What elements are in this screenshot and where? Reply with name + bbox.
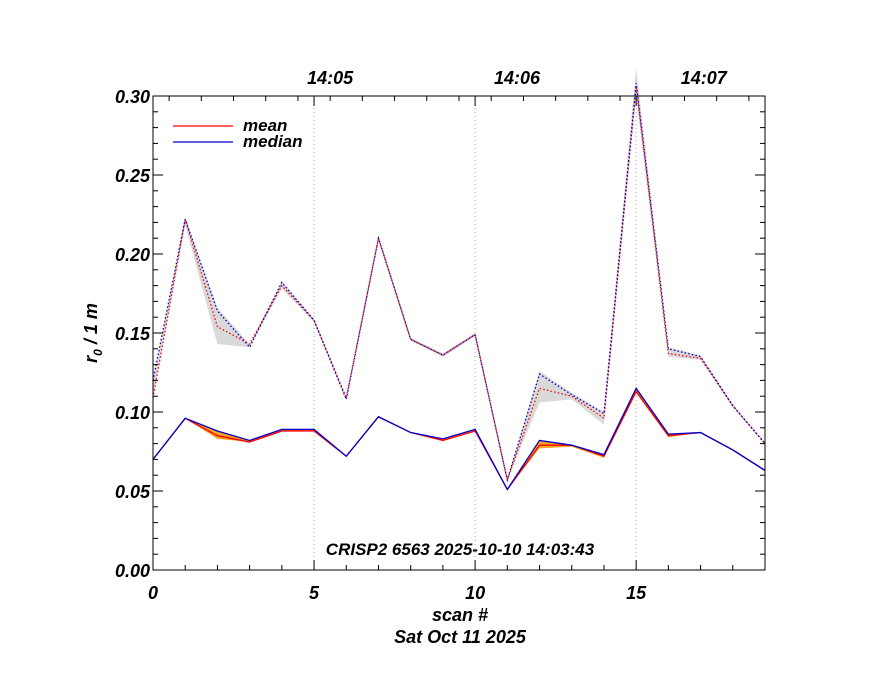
x-tick-label-0: 0: [148, 583, 158, 603]
y-axis-label-units: / 1 m: [81, 303, 101, 349]
x-tick-label-2: 10: [465, 583, 485, 603]
legend: mean median: [173, 116, 303, 151]
top-time-label-0: 14:05: [307, 68, 354, 88]
series-line-3: [152, 83, 766, 483]
y-tick-label-5: 0.25: [115, 166, 151, 186]
time-gridlines: [313, 96, 637, 570]
y-axis-label-subscript: 0: [91, 349, 105, 356]
plot-frame: [152, 95, 766, 571]
series-line-1: [152, 387, 766, 491]
series-line-0: [152, 390, 766, 491]
top-time-labels: 14:05 14:06 14:07: [307, 68, 728, 88]
top-time-label-1: 14:06: [494, 68, 541, 88]
y-axis-label: r0 / 1 m: [81, 303, 105, 363]
y-tick-label-6: 0.30: [115, 87, 150, 107]
x-tick-label-3: 15: [626, 583, 647, 603]
chart-title: CRISP2 6563 2025-10-10 14:03:43: [326, 540, 595, 559]
y-tick-label-2: 0.10: [115, 403, 150, 423]
y-tick-label-1: 0.05: [115, 482, 151, 502]
data-series: [152, 83, 766, 491]
y-tick-label-3: 0.15: [115, 324, 151, 344]
top-time-label-2: 14:07: [681, 68, 728, 88]
series-line-2: [152, 86, 766, 483]
y-tick-label-0: 0.00: [115, 561, 150, 581]
x-tick-label-1: 5: [309, 583, 320, 603]
axis-ticks: [152, 95, 766, 571]
x-axis-label: scan #: [432, 605, 488, 625]
legend-median-label: median: [243, 132, 303, 151]
legend-mean-label: mean: [243, 116, 287, 135]
x-axis-date: Sat Oct 11 2025: [394, 627, 527, 647]
y-tick-label-4: 0.20: [115, 245, 150, 265]
axis-tick-labels: 0 5 10 15 0.00 0.05 0.10 0.15 0.20 0.25 0.30: [115, 87, 647, 603]
